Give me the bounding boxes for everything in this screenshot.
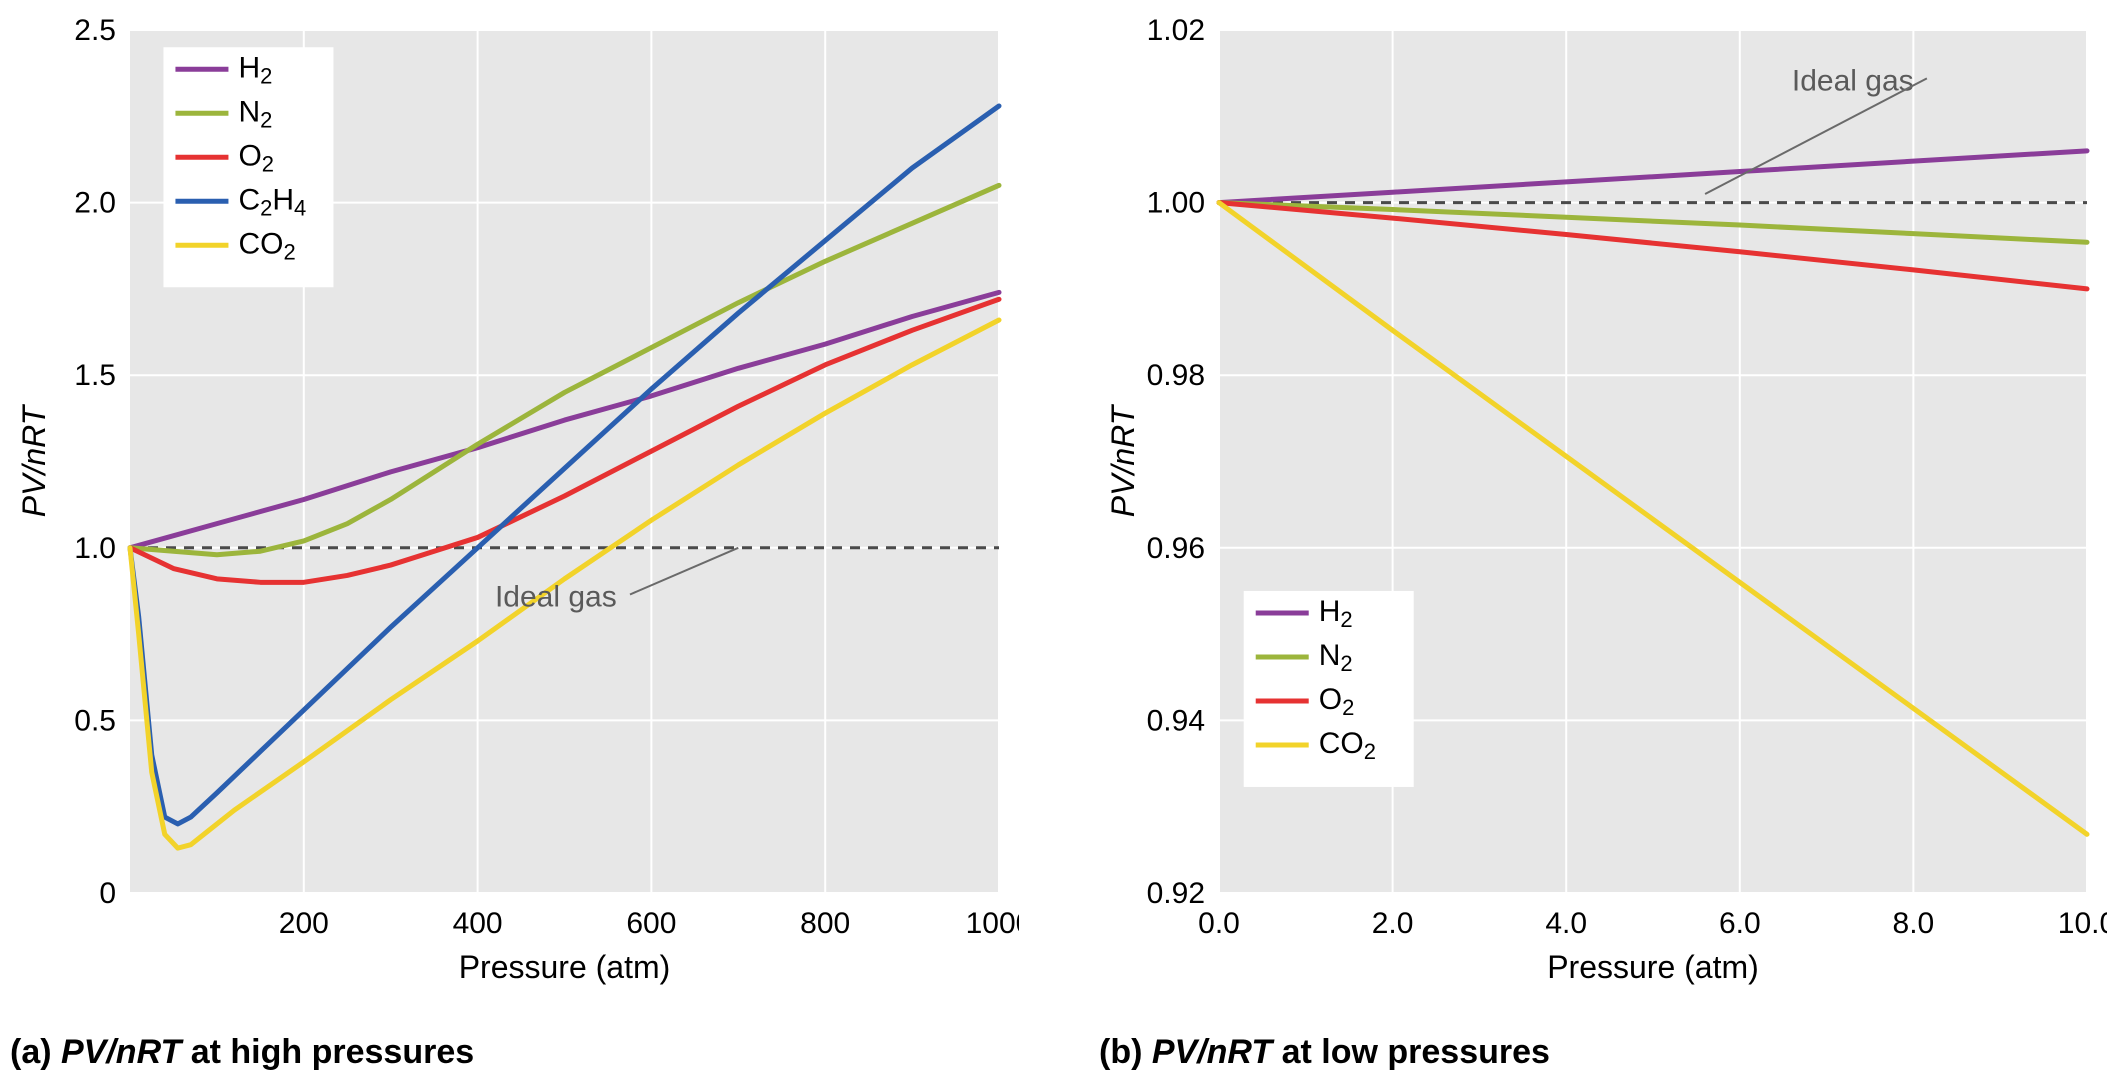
chart-a-ytick: 0 [99, 877, 116, 910]
chart-b-ytick: 1.02 [1147, 14, 1205, 47]
caption-a-prefix: (a) [10, 1033, 61, 1071]
chart-a-ytick: 1.5 [74, 359, 116, 392]
chart-b-ideal-label: Ideal gas [1792, 64, 1914, 97]
chart-b-ytick: 0.94 [1147, 704, 1205, 737]
caption-a: (a) PV/nRT at high pressures [10, 1013, 1019, 1072]
chart-b-ytick: 0.98 [1147, 359, 1205, 392]
chart-a-ytick: 2.5 [74, 14, 116, 47]
figure-container: 200 400 600 800 1000 0 0.5 1.0 1.5 2.0 2.5 Pressure… [0, 0, 2117, 1072]
chart-b-ytick: 1.00 [1147, 187, 1205, 220]
chart-b-ytick: 0.92 [1147, 877, 1205, 910]
caption-b: (b) PV/nRT at low pressures [1099, 1013, 2107, 1072]
chart-b-xtick: 0.0 [1198, 907, 1240, 940]
chart-a-xtick: 200 [279, 907, 329, 940]
caption-a-suffix: at high pressures [181, 1033, 474, 1071]
chart-a-xtick: 1000 [966, 907, 1019, 940]
chart-a-ytick: 2.0 [74, 187, 116, 220]
panel-a: 200 400 600 800 1000 0 0.5 1.0 1.5 2.0 2.5 Pressure… [10, 10, 1019, 1072]
chart-a: 200 400 600 800 1000 0 0.5 1.0 1.5 2.0 2.5 Pressure… [10, 10, 1019, 1013]
chart-b-xtick: 8.0 [1893, 907, 1935, 940]
chart-a-ylabel: PV/nRT [16, 403, 52, 517]
chart-a-xtick: 600 [626, 907, 676, 940]
chart-b-ytick: 0.96 [1147, 532, 1205, 565]
chart-a-ideal-label: Ideal gas [495, 580, 617, 613]
chart-a-ytick: 0.5 [74, 704, 116, 737]
panel-b: 0.0 2.0 4.0 6.0 8.0 10.0 0.92 0.94 0.96 0.98 1.00 1… [1099, 10, 2107, 1072]
chart-a-ytick: 1.0 [74, 532, 116, 565]
chart-b: 0.0 2.0 4.0 6.0 8.0 10.0 0.92 0.94 0.96 0.98 1.00 1… [1099, 10, 2107, 1013]
caption-a-ital: PV/nRT [61, 1033, 181, 1071]
chart-b-xtick: 10.0 [2058, 907, 2107, 940]
chart-b-xlabel: Pressure (atm) [1547, 949, 1759, 985]
chart-b-svg: 0.0 2.0 4.0 6.0 8.0 10.0 0.92 0.94 0.96 0.98 1.00 1… [1099, 10, 2107, 1013]
chart-b-xtick: 6.0 [1719, 907, 1761, 940]
chart-a-svg: 200 400 600 800 1000 0 0.5 1.0 1.5 2.0 2.5 Pressure… [10, 10, 1019, 1013]
chart-a-xlabel: Pressure (atm) [459, 949, 671, 985]
caption-b-ital: PV/nRT [1152, 1033, 1272, 1071]
chart-b-xtick: 2.0 [1372, 907, 1414, 940]
chart-a-xtick: 800 [800, 907, 850, 940]
chart-b-xtick: 4.0 [1545, 907, 1587, 940]
caption-b-prefix: (b) [1099, 1033, 1152, 1071]
caption-b-suffix: at low pressures [1272, 1033, 1550, 1071]
chart-a-xtick: 400 [453, 907, 503, 940]
chart-b-ylabel: PV/nRT [1105, 403, 1141, 517]
